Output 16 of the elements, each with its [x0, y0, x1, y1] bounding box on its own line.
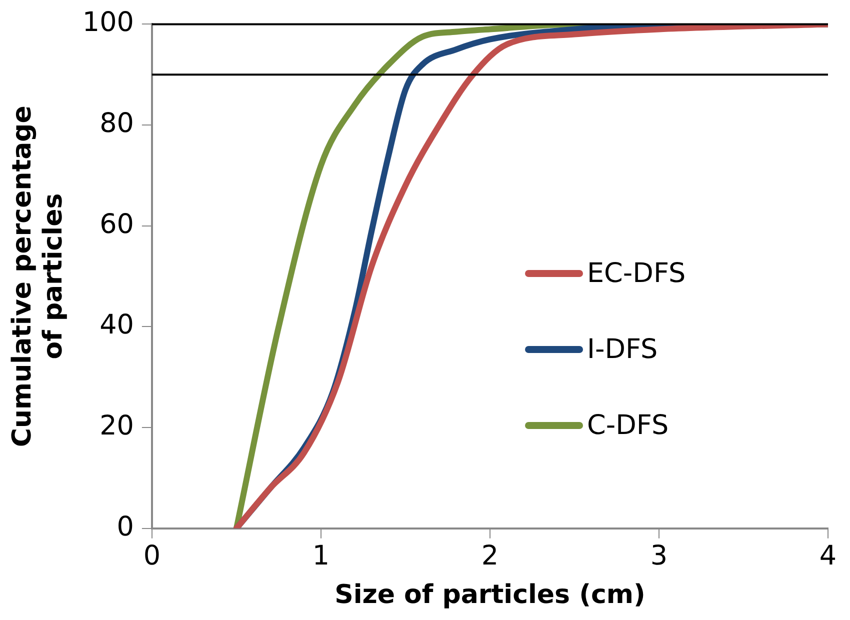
y-tick-label: 40 [100, 310, 134, 341]
y-tick-label: 60 [100, 208, 134, 240]
y-tick-label: 100 [82, 7, 134, 38]
x-tick-label: 4 [819, 540, 837, 572]
legend-label: C-DFS [587, 410, 669, 440]
x-tick-label: 1 [312, 540, 330, 572]
x-tick-label: 0 [143, 540, 161, 572]
legend-label: I-DFS [587, 334, 658, 364]
y-axis-title: Cumulative percentage of particles [7, 106, 69, 448]
legend-label: EC-DFS [587, 258, 686, 288]
y-tick-label: 80 [100, 108, 134, 140]
x-tick-label: 3 [650, 540, 668, 572]
x-axis-title: Size of particles (cm) [334, 580, 646, 610]
x-tick-label: 2 [481, 540, 499, 572]
y-tick-label: 0 [116, 511, 134, 542]
y-tick-label: 20 [100, 410, 134, 442]
